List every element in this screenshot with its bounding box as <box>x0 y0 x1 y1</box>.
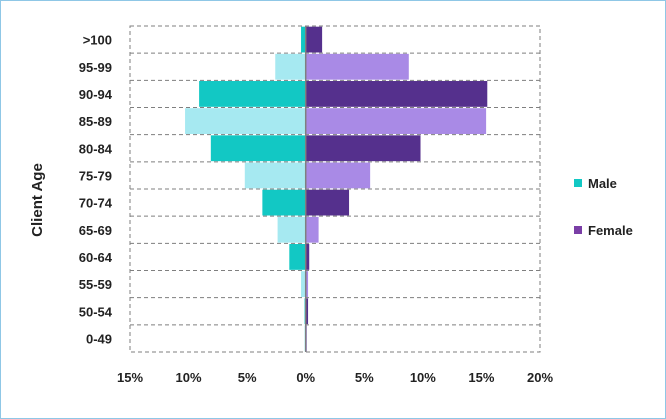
male-bar-80-84 <box>210 135 306 162</box>
male-bar-65-69 <box>277 216 306 243</box>
y-tick-label: 80-84 <box>79 141 113 156</box>
y-tick-label: 90-94 <box>79 87 113 102</box>
y-tick-label: >100 <box>83 33 112 48</box>
male-bar->100 <box>301 26 306 53</box>
male-bar-75-79 <box>244 162 306 189</box>
female-bar-90-94 <box>305 81 488 107</box>
male-bar-90-94 <box>199 81 306 107</box>
female-bar-60-64 <box>305 244 310 270</box>
grid-lines <box>129 25 541 353</box>
y-tick-label: 85-89 <box>79 114 112 129</box>
x-tick-labels: 15% 10% 5% 0% 5% 10% 15% 20% <box>117 370 553 385</box>
x-tick-label: 20% <box>527 370 553 385</box>
male-bar-60-64 <box>289 244 306 270</box>
y-tick-labels: 0-49 50-54 55-59 60-64 65-69 70-74 75-79 80-84 8… <box>79 33 113 347</box>
legend-female-label: Female <box>588 223 633 238</box>
x-tick-label: 15% <box>468 370 494 385</box>
male-bar-55-59 <box>301 271 306 297</box>
x-tick-label: 5% <box>355 370 374 385</box>
female-bar-80-84 <box>305 135 421 162</box>
y-tick-label: 75-79 <box>79 168 112 183</box>
y-axis-label: Client Age <box>29 163 46 237</box>
female-bar-75-79 <box>305 162 371 189</box>
y-tick-label: 65-69 <box>79 223 112 238</box>
male-bar-70-74 <box>262 189 306 216</box>
bars <box>185 26 488 352</box>
female-bar-65-69 <box>305 216 319 243</box>
female-bar-85-89 <box>305 108 487 134</box>
female-bar->100 <box>305 26 323 53</box>
female-bar-50-54 <box>305 298 309 325</box>
y-tick-label: 0-49 <box>86 331 112 346</box>
legend-female-swatch <box>574 226 582 234</box>
legend-male-swatch <box>574 179 582 187</box>
legend-male-label: Male <box>588 176 617 191</box>
y-tick-label: 95-99 <box>79 60 112 75</box>
x-tick-label: 15% <box>117 370 143 385</box>
y-tick-label: 70-74 <box>79 196 113 211</box>
female-bar-70-74 <box>305 189 350 216</box>
legend: Male Female <box>574 176 633 238</box>
male-bar-95-99 <box>275 53 306 80</box>
female-bar-95-99 <box>305 53 409 80</box>
female-bar-55-59 <box>305 271 309 297</box>
y-tick-label: 55-59 <box>79 277 112 292</box>
y-tick-label: 60-64 <box>79 250 113 265</box>
x-tick-label: 0% <box>296 370 315 385</box>
x-tick-label: 10% <box>410 370 436 385</box>
x-tick-label: 5% <box>238 370 257 385</box>
y-tick-label: 50-54 <box>79 304 113 319</box>
x-tick-label: 10% <box>176 370 202 385</box>
male-bar-85-89 <box>185 108 306 134</box>
